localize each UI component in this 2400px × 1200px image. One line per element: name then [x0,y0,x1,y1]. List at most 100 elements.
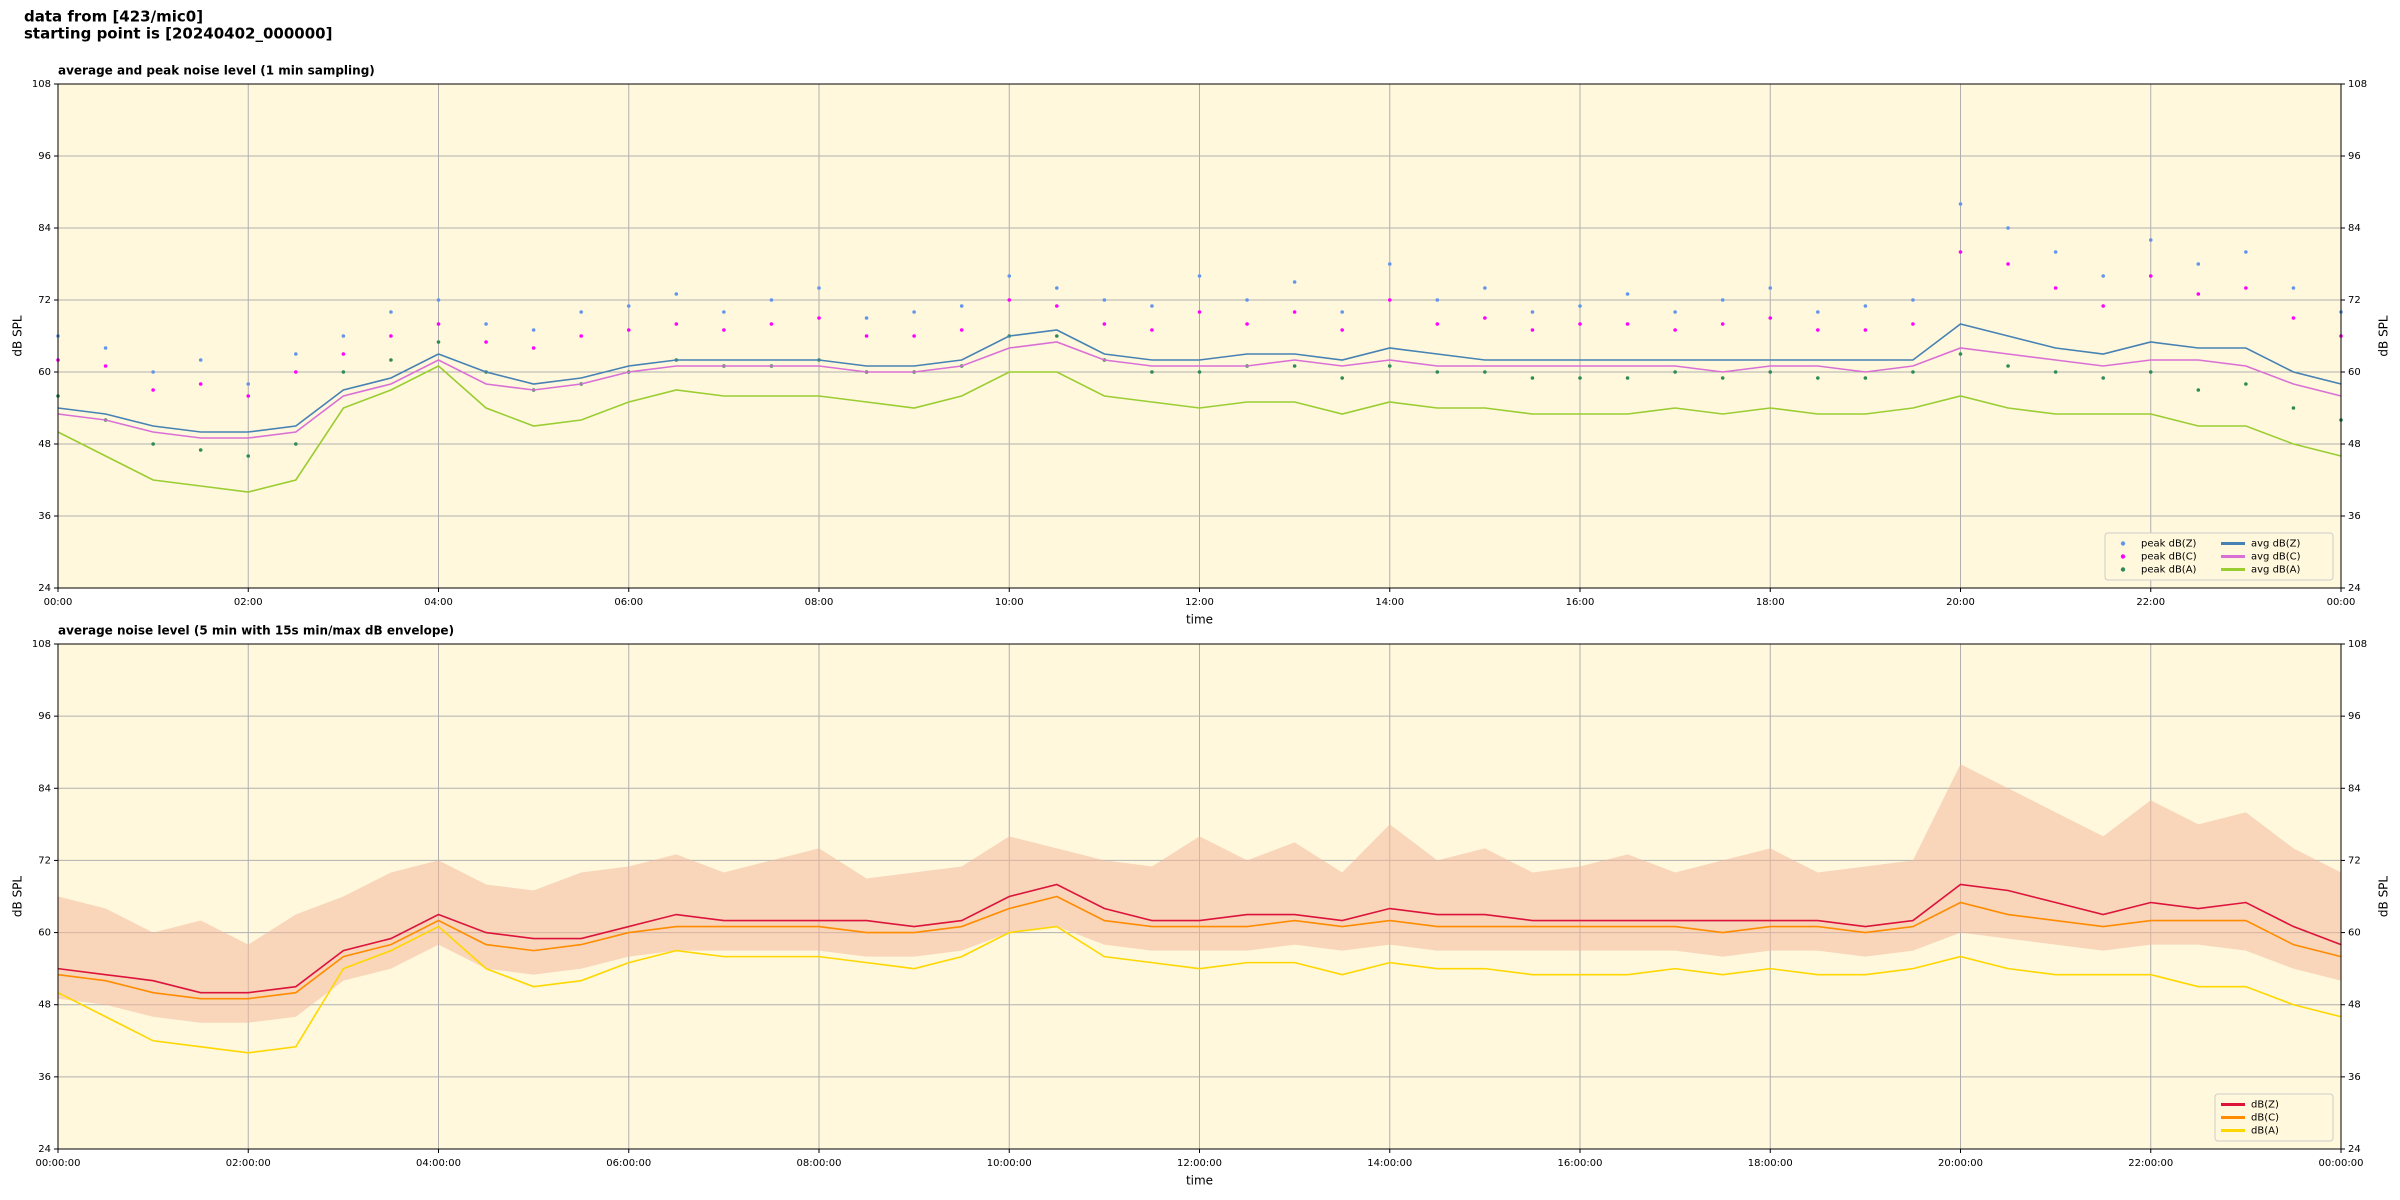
chart-title: average and peak noise level (1 min samp… [58,64,375,78]
legend-marker [2120,567,2126,572]
x-tick-label: 20:00 [1946,597,1975,608]
peak-point [1911,370,1915,374]
peak-point [341,334,346,338]
peak-point [1625,322,1630,326]
peak-point [2196,388,2201,392]
peak-point [1530,310,1535,314]
peak-point [1578,376,1582,380]
peak-point [1483,286,1487,290]
peak-point [294,370,298,374]
legend-label: avg dB(Z) [2251,539,2301,550]
peak-point [959,304,964,308]
x-tick-label: 10:00:00 [987,1158,1032,1169]
peak-point [1530,376,1535,380]
series-line [57,883,2342,994]
y-tick-label: 36 [38,1072,51,1083]
y-tick-label: 24 [38,1144,51,1155]
y-tick-label: 84 [38,223,51,234]
peak-point [1625,292,1630,296]
peak-point [864,334,869,338]
peak-point [1340,328,1344,332]
peak-point [1768,316,1773,320]
peak-point [1292,280,1297,284]
x-tick-label: 20:00:00 [1938,1158,1983,1169]
peak-point [1768,286,1773,290]
peak-point [436,340,441,344]
y-tick-label: 36 [2348,511,2361,522]
peak-point [1578,322,1582,326]
peak-point [1863,376,1868,380]
peak-point [2053,250,2058,254]
legend-label: dB(A) [2251,1126,2279,1137]
x-tick-label: 00:00 [2327,597,2356,608]
peak-point [1387,298,1392,302]
legend-label: dB(Z) [2251,1100,2279,1111]
series-line [57,341,2342,439]
y-tick-label: 84 [2348,223,2361,234]
peak-point [1197,370,1202,374]
peak-point [2291,406,2296,410]
x-axis-label: time [1186,613,1213,627]
peak-point [579,310,583,314]
peak-point [1150,370,1154,374]
peak-point [436,322,441,326]
peak-point [2053,286,2058,290]
peak-point [1102,322,1107,326]
peak-point [1483,316,1487,320]
peak-point [674,292,679,296]
y-tick-label: 72 [2348,295,2361,306]
peak-point [151,388,155,392]
peak-point [2196,262,2201,266]
x-tick-label: 00:00 [44,597,73,608]
x-tick-label: 22:00 [2136,597,2165,608]
x-tick-label: 08:00 [805,597,834,608]
peak-point [1245,298,1249,302]
peak-point [1816,376,1820,380]
peak-point [1102,298,1107,302]
series-line [57,323,2342,433]
peak-point [198,358,203,362]
peak-point [2244,382,2248,386]
peak-point [722,310,726,314]
x-tick-label: 12:00 [1185,597,1214,608]
peak-point [912,310,916,314]
peak-point [2006,226,2010,230]
y-tick-label: 96 [2348,151,2361,162]
peak-point [1720,298,1725,302]
y-axis-label: dB SPL [11,876,25,918]
peak-point [2148,274,2153,278]
y-tick-label: 24 [38,583,51,594]
y-tick-label: 72 [38,855,51,866]
y-tick-label: 60 [2348,928,2361,939]
x-tick-label: 16:00 [1566,597,1595,608]
peak-point [1911,298,1915,302]
y-tick-label: 96 [38,711,51,722]
peak-point [1483,370,1487,374]
peak-point [389,310,393,314]
legend-label: avg dB(C) [2251,552,2301,563]
x-tick-label: 06:00 [614,597,643,608]
peak-point [198,382,203,386]
peak-point [1387,364,1392,368]
y-tick-label: 108 [2348,79,2367,90]
peak-point [1197,310,1202,314]
peak-point [2291,286,2296,290]
peak-point [246,394,251,398]
peak-point [1816,310,1820,314]
peak-point [722,328,726,332]
chart-title: average noise level (5 min with 15s min/… [58,624,454,638]
legend-marker [2120,541,2126,546]
y-tick-label: 96 [2348,711,2361,722]
peak-point [436,298,441,302]
y-tick-label: 72 [38,295,51,306]
peak-point [1530,328,1535,332]
y-tick-label: 108 [32,639,51,650]
peak-point [1435,322,1440,326]
peak-point [1958,250,1963,254]
legend-label: peak dB(A) [2141,565,2197,576]
x-tick-label: 08:00:00 [797,1158,842,1169]
peak-point [2196,292,2201,296]
peak-point [1911,322,1915,326]
peak-point [484,322,488,326]
